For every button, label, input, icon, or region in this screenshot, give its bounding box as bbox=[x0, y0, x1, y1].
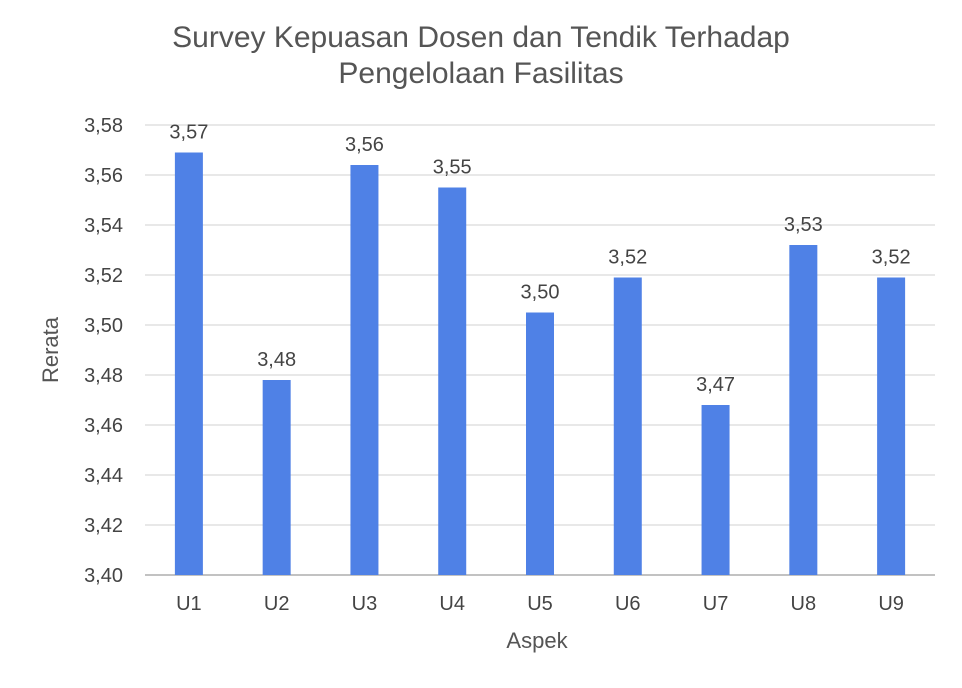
bar-u4 bbox=[438, 187, 467, 575]
data-label: 3,56 bbox=[345, 134, 384, 156]
data-label: 3,52 bbox=[608, 247, 647, 269]
x-tick-label: U8 bbox=[791, 593, 817, 615]
y-tick-label: 3,42 bbox=[84, 515, 123, 537]
y-axis-label: Rerata bbox=[38, 316, 63, 383]
bar-u9 bbox=[877, 277, 906, 575]
bar-u1 bbox=[174, 152, 203, 575]
data-label: 3,47 bbox=[696, 374, 735, 396]
y-tick-label: 3,44 bbox=[84, 465, 123, 487]
chart-title-line-1: Survey Kepuasan Dosen dan Tendik Terhada… bbox=[172, 21, 790, 54]
x-tick-label: U7 bbox=[703, 593, 729, 615]
x-axis-label: Aspek bbox=[506, 628, 568, 653]
y-tick-label: 3,54 bbox=[84, 215, 123, 237]
x-tick-label: U4 bbox=[439, 593, 465, 615]
y-tick-label: 3,48 bbox=[84, 365, 123, 387]
y-tick-label: 3,58 bbox=[84, 115, 123, 137]
x-tick-label: U9 bbox=[878, 593, 904, 615]
y-axis-ticks: 3,40 3,42 3,44 3,46 3,48 3,50 3,52 3,54 3,56 3,58 bbox=[84, 115, 123, 587]
bar-u7 bbox=[701, 405, 730, 575]
y-tick-label: 3,40 bbox=[84, 565, 123, 587]
y-tick-label: 3,46 bbox=[84, 415, 123, 437]
bars bbox=[174, 152, 906, 575]
chart-title-line-2: Pengelolaan Fasilitas bbox=[338, 57, 624, 90]
bar-u5 bbox=[526, 312, 554, 575]
data-label: 3,57 bbox=[169, 122, 208, 144]
data-label: 3,52 bbox=[872, 247, 911, 269]
x-tick-label: U3 bbox=[352, 593, 378, 615]
data-label: 3,48 bbox=[257, 349, 296, 371]
data-label: 3,50 bbox=[521, 282, 560, 304]
data-label: 3,53 bbox=[784, 214, 823, 236]
y-tick-label: 3,52 bbox=[84, 265, 123, 287]
y-tick-label: 3,56 bbox=[84, 165, 123, 187]
x-tick-label: U6 bbox=[615, 593, 641, 615]
x-tick-label: U2 bbox=[264, 593, 290, 615]
x-tick-label: U1 bbox=[176, 593, 202, 615]
x-tick-label: U5 bbox=[527, 593, 553, 615]
data-labels: 3,57 3,48 3,56 3,55 3,50 3,52 3,47 3,53 3,52 bbox=[169, 122, 910, 397]
bar-u3 bbox=[350, 165, 379, 575]
data-label: 3,55 bbox=[433, 157, 472, 179]
bar-u8 bbox=[789, 245, 818, 575]
y-tick-label: 3,50 bbox=[84, 315, 123, 337]
x-axis-ticks: U1 U2 U3 U4 U5 U6 U7 U8 U9 bbox=[176, 593, 904, 615]
bar-u2 bbox=[262, 380, 291, 575]
bar-u6 bbox=[613, 277, 642, 575]
